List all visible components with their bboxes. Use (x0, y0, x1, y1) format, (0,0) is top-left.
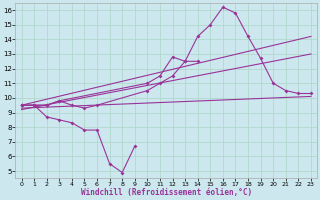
X-axis label: Windchill (Refroidissement éolien,°C): Windchill (Refroidissement éolien,°C) (81, 188, 252, 197)
